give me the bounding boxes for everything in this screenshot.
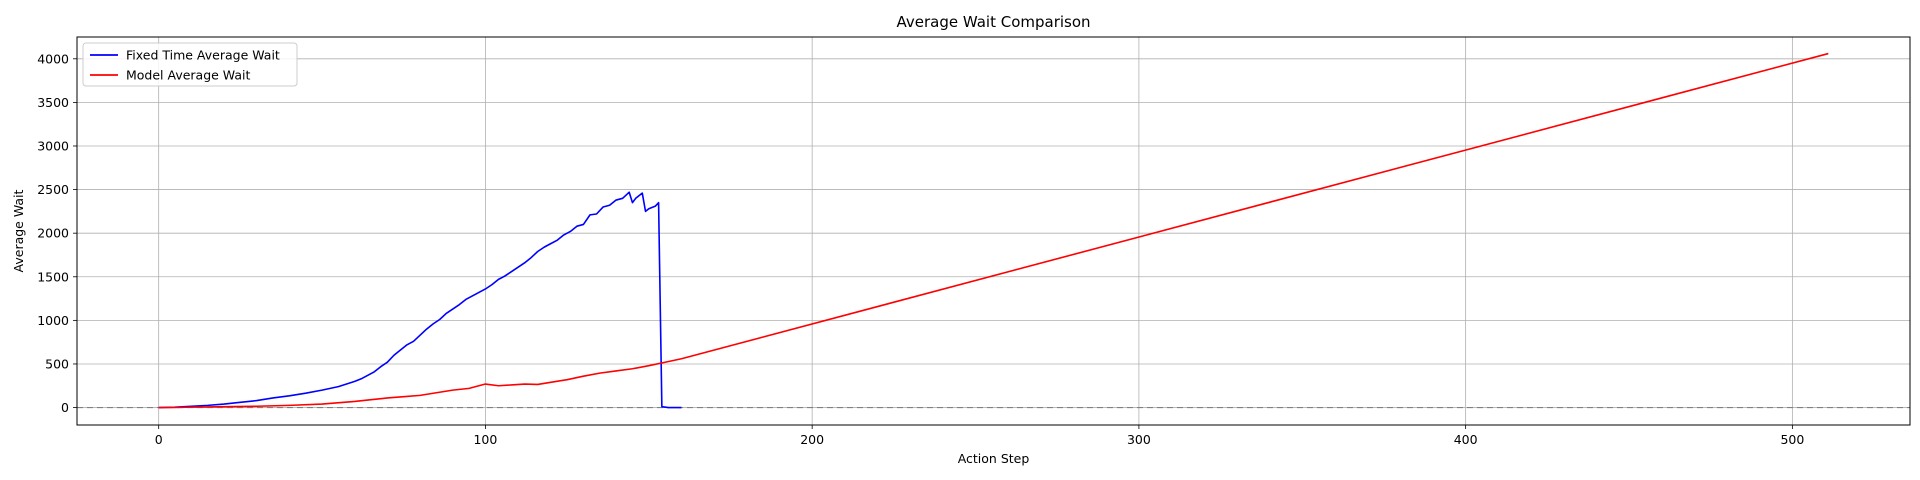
legend-label-fixed-time: Fixed Time Average Wait [126, 48, 280, 63]
series-layer [158, 52, 1829, 409]
x-tick-label: 0 [155, 432, 163, 447]
y-tick-label: 1000 [37, 313, 69, 328]
y-axis-label: Average Wait [11, 189, 26, 272]
model-average-wait-line [158, 52, 1829, 409]
y-tick-label: 3000 [37, 138, 69, 153]
legend-label-model: Model Average Wait [126, 68, 251, 83]
axis-ticks: 0 100 200 300 400 500 0 500 1000 1500 2000 2500 3000… [37, 51, 1804, 447]
y-tick-label: 4000 [37, 51, 69, 66]
x-tick-label: 400 [1454, 432, 1478, 447]
legend-box [82, 42, 298, 87]
legend: Fixed Time Average Wait Model Average Wa… [82, 42, 298, 87]
grid-lines [77, 37, 1910, 425]
x-tick-label: 300 [1127, 432, 1151, 447]
fixed-time-average-wait-line [158, 191, 682, 409]
x-tick-label: 200 [800, 432, 824, 447]
y-tick-label: 500 [45, 356, 69, 371]
x-axis-label: Action Step [958, 451, 1030, 466]
y-tick-label: 2500 [37, 182, 69, 197]
y-tick-label: 3500 [37, 95, 69, 110]
chart-title: Average Wait Comparison [896, 13, 1090, 31]
x-tick-label: 500 [1780, 432, 1804, 447]
plot-frame [76, 36, 1911, 426]
y-tick-label: 0 [61, 400, 69, 415]
y-tick-label: 2000 [37, 226, 69, 241]
y-tick-label: 1500 [37, 269, 69, 284]
x-tick-label: 100 [473, 432, 497, 447]
